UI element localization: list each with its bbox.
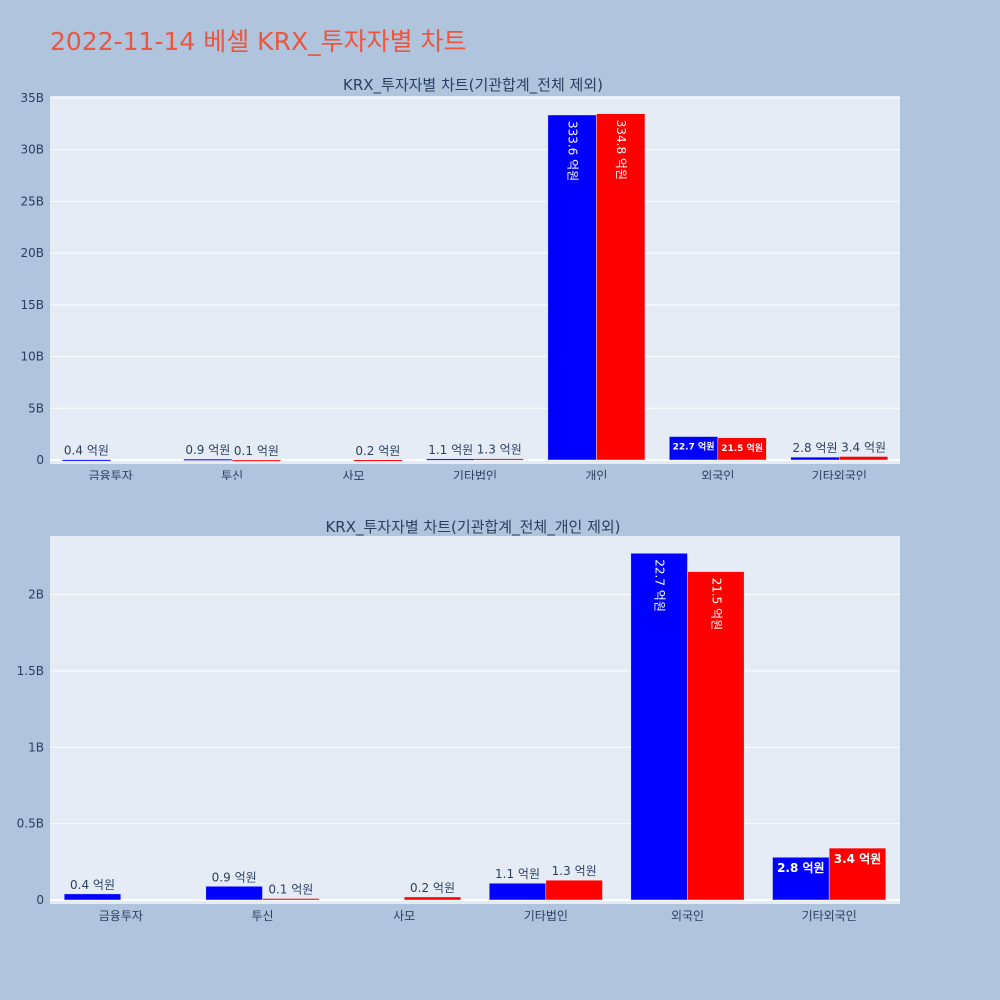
x-tick-label: 기타외국인: [802, 909, 857, 923]
y-tick-label: 35B: [20, 91, 44, 105]
y-tick-label: 2B: [28, 588, 44, 602]
chart-title: KRX_투자자별 차트(기관합계_전체 제외): [343, 76, 603, 95]
bar-label: 2.8 억원: [793, 441, 838, 455]
bar-label: 3.4 억원: [841, 440, 886, 454]
bar: [63, 893, 122, 901]
x-tick-label: 외국인: [701, 469, 734, 480]
bar-label: 1.3 억원: [552, 864, 597, 878]
bar: [262, 898, 320, 901]
bar-label: 0.2 억원: [355, 444, 400, 458]
bar-label: 1.1 억원: [428, 443, 473, 457]
chart-bottom: KRX_투자자별 차트(기관합계_전체_개인 제외) 0 0.5B 1B 1.5B 2B 금…: [17, 518, 900, 923]
bar: [839, 456, 889, 461]
x-tick-label: 투신: [221, 469, 243, 480]
bar-label: 1.1 억원: [495, 867, 540, 881]
bar: [426, 458, 476, 461]
bar-label: 0.4 억원: [70, 878, 115, 892]
plot-area: [50, 536, 900, 904]
bar-label: 22.7 억원: [673, 441, 715, 453]
page-title: 2022-11-14 베셀 KRX_투자자별 차트: [50, 27, 467, 56]
bar-label: 0.1 억원: [268, 882, 313, 896]
x-tick-label: 금융투자: [89, 469, 133, 480]
y-tick-label: 10B: [20, 350, 44, 364]
x-tick-label: 외국인: [671, 909, 704, 923]
bar: [61, 459, 111, 462]
bar: [596, 113, 646, 461]
bar: [790, 456, 840, 461]
y-tick-label: 0: [36, 893, 44, 907]
chart-title: KRX_투자자별 차트(기관합계_전체_개인 제외): [325, 518, 620, 537]
y-tick-label: 20B: [20, 246, 44, 260]
y-tick-label: 30B: [20, 143, 44, 157]
bar-label: 1.3 억원: [477, 443, 522, 457]
bar: [403, 896, 462, 901]
y-tick-label: 25B: [20, 194, 44, 208]
x-tick-label: 금융투자: [99, 909, 143, 923]
x-tick-label: 사모: [393, 909, 415, 923]
x-tick-label: 개인: [585, 469, 607, 480]
bar: [547, 114, 597, 461]
y-tick-label: 1.5B: [17, 664, 44, 678]
y-tick-label: 15B: [20, 298, 44, 312]
x-tick-label: 기타법인: [453, 469, 497, 480]
bar: [183, 458, 233, 461]
x-tick-label: 투신: [251, 909, 273, 923]
bar: [772, 856, 830, 901]
bar-label: 0.9 억원: [185, 443, 230, 457]
bar-label: 3.4 억원: [834, 852, 882, 866]
x-tick-label: 기타외국인: [812, 469, 867, 480]
bar-label: 334.8 억원: [614, 120, 628, 180]
y-tick-label: 1B: [28, 740, 44, 754]
bar-label: 22.7 억원: [653, 559, 667, 612]
bar-label: 0.4 억원: [64, 444, 109, 458]
y-tick-label: 0: [36, 453, 44, 467]
y-tick-label: 0.5B: [17, 817, 44, 831]
bar: [545, 879, 603, 901]
bar: [488, 882, 547, 901]
bar: [353, 459, 403, 462]
bar-label: 0.1 억원: [234, 444, 279, 458]
bar-label: 0.9 억원: [212, 870, 257, 884]
x-tick-label: 기타법인: [524, 909, 568, 923]
bar-label: 21.5 억원: [709, 578, 723, 631]
y-tick-label: 5B: [28, 401, 44, 415]
bar: [828, 847, 887, 901]
bar-label: 0.2 억원: [410, 881, 455, 895]
bar-label: 21.5 억원: [721, 442, 763, 454]
bar: [474, 458, 524, 461]
chart-top: KRX_투자자별 차트(기관합계_전체 제외) 0 5B 10B 15B 20B 25B 30…: [20, 76, 900, 480]
bar: [630, 553, 688, 901]
bar: [205, 886, 263, 901]
bar: [687, 571, 745, 901]
bar-label: 2.8 억원: [777, 861, 825, 875]
plot-area: [50, 96, 900, 464]
bar-label: 333.6 억원: [566, 121, 580, 181]
bar: [231, 459, 281, 462]
x-tick-label: 사모: [343, 469, 365, 480]
bar: [717, 437, 767, 461]
